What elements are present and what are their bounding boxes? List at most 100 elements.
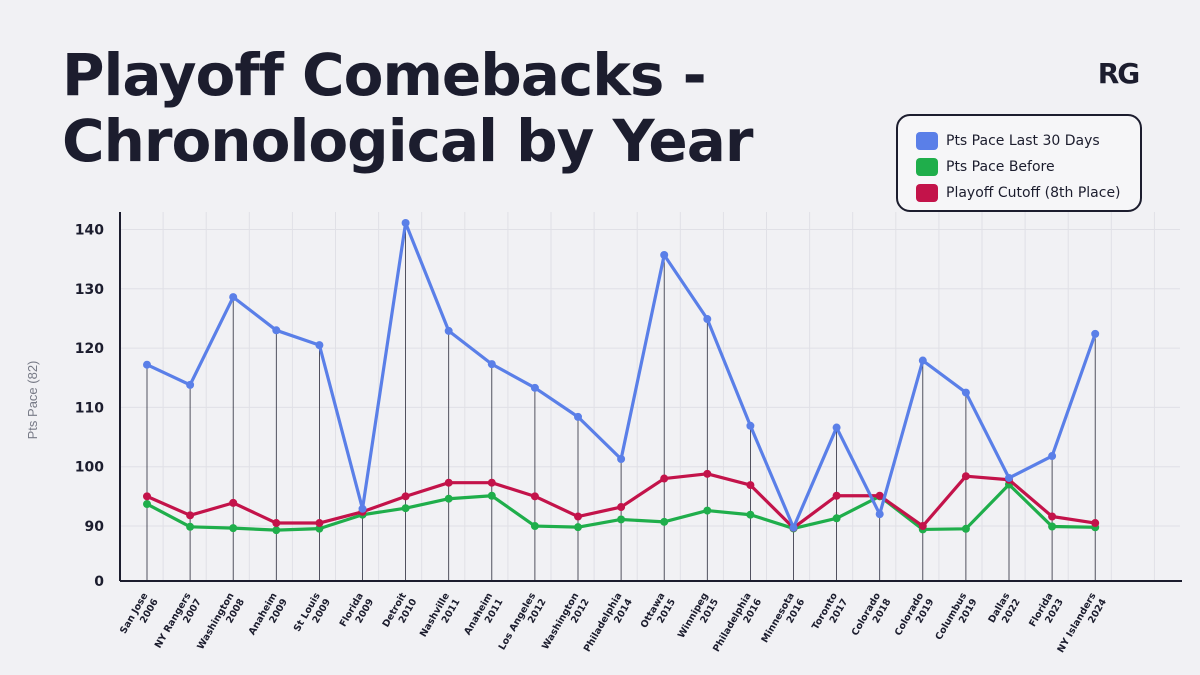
data-point-last30 bbox=[918, 356, 927, 365]
legend-item-before: Pts Pace Before bbox=[916, 154, 1140, 180]
y-tick-label: 110 bbox=[75, 400, 104, 416]
data-point-last30 bbox=[530, 383, 539, 392]
chart-series bbox=[143, 218, 1100, 535]
data-point-cutoff bbox=[444, 478, 453, 487]
data-point-last30 bbox=[574, 412, 582, 421]
data-point-cutoff bbox=[1048, 512, 1057, 521]
data-point-last30 bbox=[789, 523, 798, 532]
y-tick-label: 0 bbox=[94, 574, 104, 590]
data-point-last30 bbox=[444, 326, 453, 335]
legend-item-cutoff: Playoff Cutoff (8th Place) bbox=[916, 180, 1140, 206]
data-point-last30 bbox=[617, 454, 626, 463]
y-tick-label: 120 bbox=[75, 341, 104, 357]
chart-axes: 0 90 100 110 120 130 140 bbox=[75, 212, 1182, 590]
data-point-before bbox=[703, 506, 712, 515]
drop-lines bbox=[146, 222, 1096, 581]
rg-logo-text: RG bbox=[1098, 57, 1139, 90]
rg-logo: RG bbox=[1098, 57, 1141, 90]
data-point-before bbox=[315, 524, 324, 533]
data-point-cutoff bbox=[530, 492, 539, 501]
data-point-last30 bbox=[746, 421, 755, 430]
data-point-cutoff bbox=[1091, 519, 1100, 528]
data-point-cutoff bbox=[660, 474, 669, 483]
data-point-cutoff bbox=[272, 519, 281, 528]
data-point-before bbox=[574, 523, 582, 532]
title-line-2: Chronological by Year bbox=[62, 107, 753, 175]
data-point-cutoff bbox=[703, 469, 712, 478]
data-point-last30 bbox=[229, 293, 238, 302]
data-point-cutoff bbox=[315, 519, 324, 528]
data-point-before bbox=[186, 522, 195, 531]
data-point-before bbox=[961, 524, 970, 533]
chart-legend: Pts Pace Last 30 Days Pts Pace Before Pl… bbox=[896, 114, 1142, 212]
data-point-last30 bbox=[186, 380, 195, 389]
data-point-before bbox=[229, 524, 238, 533]
data-point-before bbox=[487, 491, 496, 500]
data-point-last30 bbox=[703, 315, 712, 324]
data-point-before bbox=[530, 522, 539, 531]
data-point-last30 bbox=[1005, 473, 1013, 482]
data-point-before bbox=[444, 494, 453, 503]
data-point-cutoff bbox=[918, 522, 927, 531]
data-point-cutoff bbox=[617, 503, 626, 512]
data-point-before bbox=[143, 500, 151, 509]
legend-swatch-cutoff bbox=[916, 184, 938, 202]
data-point-before bbox=[272, 526, 281, 535]
data-point-last30 bbox=[875, 510, 884, 519]
data-point-cutoff bbox=[186, 511, 195, 520]
y-tick-label: 130 bbox=[75, 282, 104, 298]
data-point-cutoff bbox=[746, 481, 755, 490]
data-point-last30 bbox=[401, 218, 410, 227]
data-point-last30 bbox=[660, 250, 669, 259]
data-point-cutoff bbox=[875, 491, 884, 500]
data-point-last30 bbox=[832, 423, 841, 432]
data-point-before bbox=[1048, 522, 1057, 531]
data-point-last30 bbox=[1048, 452, 1057, 461]
data-point-cutoff bbox=[832, 491, 841, 500]
y-axis-label: Pts Pace (82) bbox=[25, 361, 40, 440]
data-point-before bbox=[660, 517, 669, 526]
data-point-cutoff bbox=[574, 512, 582, 521]
data-point-cutoff bbox=[401, 492, 410, 501]
data-point-before bbox=[617, 515, 626, 524]
data-point-last30 bbox=[487, 360, 496, 369]
data-point-before bbox=[746, 510, 755, 519]
data-point-last30 bbox=[358, 504, 367, 513]
data-point-cutoff bbox=[143, 492, 151, 501]
legend-label-cutoff: Playoff Cutoff (8th Place) bbox=[946, 185, 1121, 201]
legend-swatch-last30 bbox=[916, 132, 938, 150]
page-title: Playoff Comebacks - Chronological by Yea… bbox=[62, 41, 753, 175]
data-point-last30 bbox=[315, 341, 324, 350]
data-point-cutoff bbox=[961, 472, 970, 481]
data-point-before bbox=[401, 504, 410, 513]
legend-label-last30: Pts Pace Last 30 Days bbox=[946, 133, 1100, 149]
y-tick-label: 100 bbox=[75, 460, 104, 476]
chart-grid bbox=[119, 212, 1180, 581]
title-line-1: Playoff Comebacks - bbox=[62, 41, 707, 109]
data-point-last30 bbox=[961, 388, 970, 397]
legend-label-before: Pts Pace Before bbox=[946, 159, 1055, 175]
y-tick-label: 140 bbox=[75, 223, 104, 239]
data-point-last30 bbox=[272, 326, 281, 335]
